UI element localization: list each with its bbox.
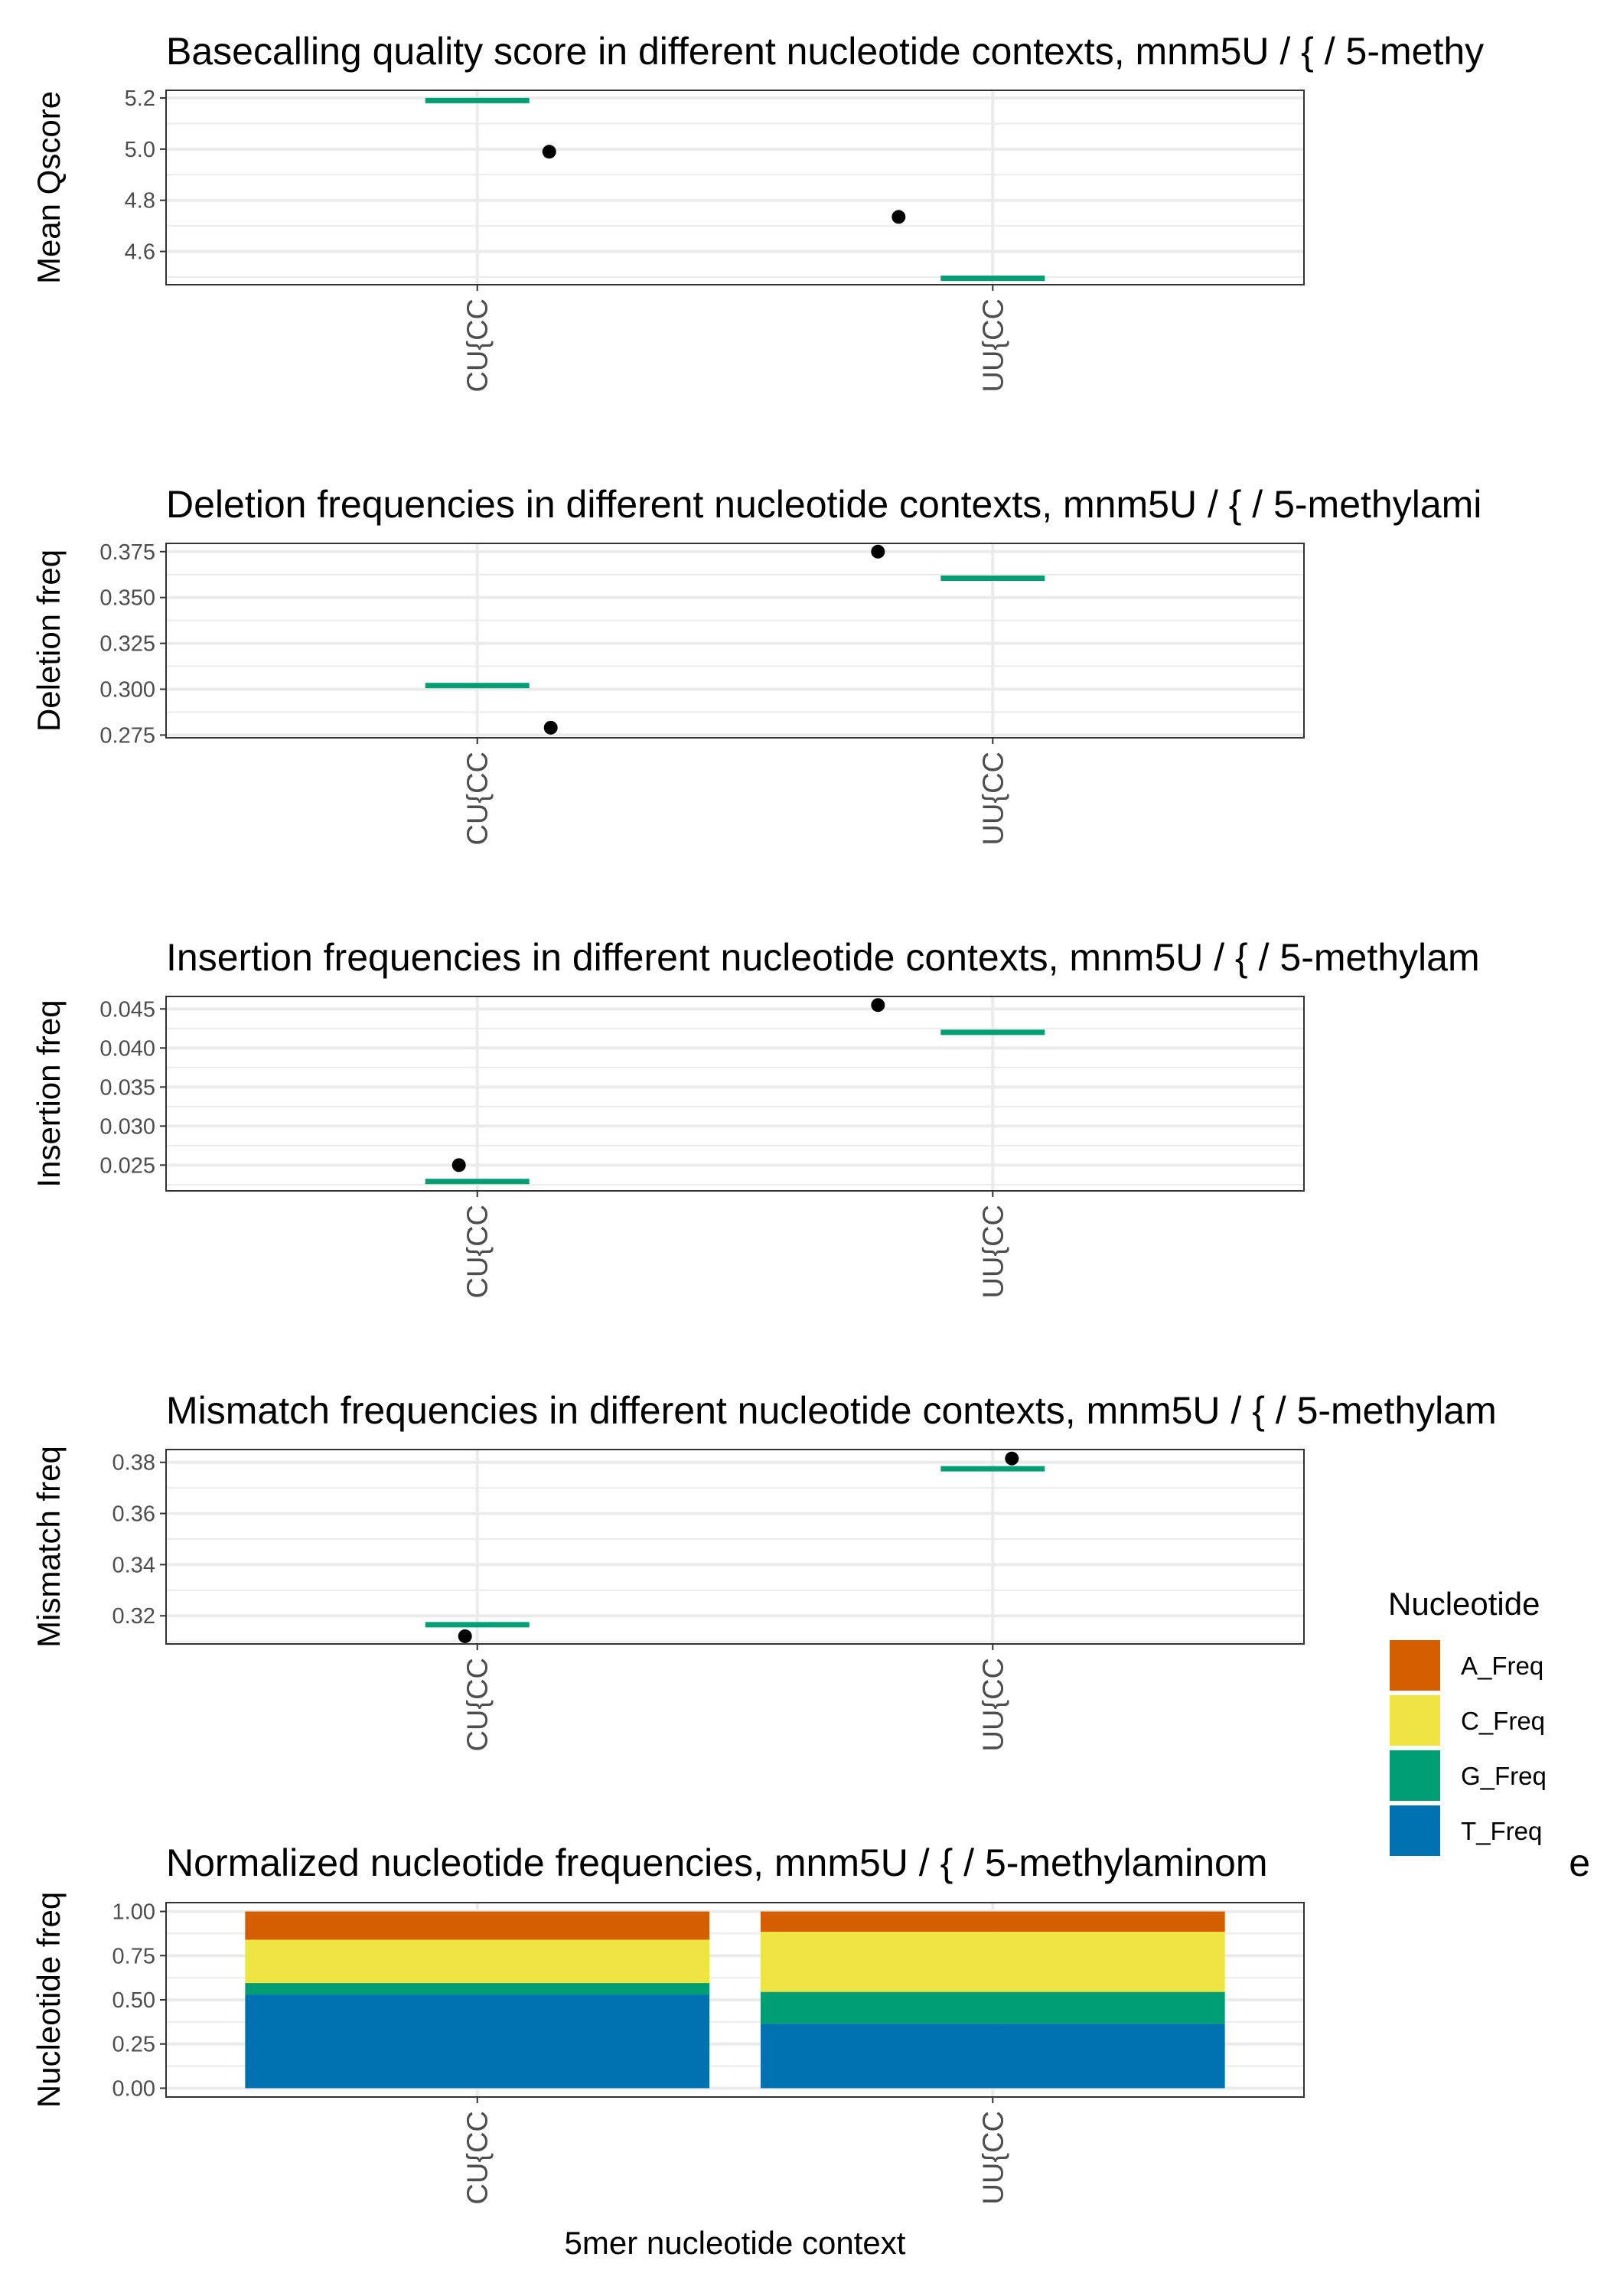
chart-title: Insertion frequencies in different nucle…	[166, 936, 1480, 979]
panel-background	[166, 996, 1304, 1191]
bar-segment-a-freq	[760, 1911, 1225, 1932]
y-tick-label: 0.38	[112, 1451, 155, 1476]
y-tick-label: 0.325	[99, 632, 155, 657]
x-tick-label: CU{CC	[462, 2111, 494, 2204]
x-axis-label: 5mer nucleotide context	[565, 2225, 906, 2261]
y-tick-label: 0.36	[112, 1502, 155, 1527]
x-tick-label: CU{CC	[462, 752, 494, 845]
legend-label: A_Freq	[1461, 1652, 1543, 1680]
legend-label: G_Freq	[1461, 1762, 1547, 1790]
y-tick-label: 0.045	[99, 997, 155, 1022]
y-tick-label: 0.75	[112, 1944, 155, 1968]
y-axis-label: Nucleotide freq	[31, 1892, 67, 2108]
y-tick-label: 0.275	[99, 723, 155, 748]
x-tick-label: UU{CC	[977, 1205, 1009, 1298]
y-tick-label: 0.300	[99, 678, 155, 703]
bar-segment-g-freq	[760, 1991, 1225, 2024]
data-point	[458, 1629, 472, 1643]
x-tick-label: CU{CC	[462, 1205, 494, 1298]
data-point	[871, 544, 885, 559]
panel-border	[165, 1449, 1305, 1645]
legend-swatch-t-freq	[1388, 1804, 1442, 1857]
data-point	[871, 998, 885, 1013]
data-point	[543, 720, 558, 735]
x-tick-label: CU{CC	[462, 1658, 494, 1751]
y-tick-label: 0.32	[112, 1604, 155, 1629]
legend-swatch-a-freq	[1388, 1639, 1442, 1692]
data-point	[1005, 1451, 1019, 1466]
bar-segment-t-freq	[245, 1994, 710, 2089]
chart-title-tail: e	[1569, 1841, 1590, 1884]
x-tick-label: UU{CC	[977, 2111, 1009, 2204]
chart-title: Deletion frequencies in different nucleo…	[166, 483, 1482, 526]
x-tick-label: CU{CC	[462, 298, 494, 392]
chart-title: Mismatch frequencies in different nucleo…	[166, 1389, 1497, 1432]
panel-border	[165, 90, 1305, 285]
y-axis-label: Deletion freq	[31, 550, 67, 732]
y-tick-label: 0.25	[112, 2033, 155, 2057]
data-point	[542, 145, 556, 159]
y-axis-label: Insertion freq	[31, 1000, 67, 1187]
y-tick-label: 0.350	[99, 586, 155, 611]
chart-title: Basecalling quality score in different n…	[166, 30, 1484, 73]
x-tick-label: UU{CC	[977, 752, 1009, 845]
legend: Nucleotide A_Freq C_Freq G_Freq T_Freq	[1388, 1586, 1547, 1857]
bar-segment-t-freq	[760, 2024, 1225, 2089]
y-tick-label: 0.035	[99, 1075, 155, 1100]
legend-swatch-c-freq	[1388, 1694, 1442, 1747]
y-tick-label: 4.6	[125, 240, 155, 265]
panel-background	[166, 1450, 1304, 1644]
y-tick-label: 0.040	[99, 1036, 155, 1061]
data-point	[451, 1158, 466, 1172]
y-tick-label: 0.375	[99, 540, 155, 565]
data-point	[892, 210, 906, 224]
y-tick-label: 0.00	[112, 2076, 155, 2101]
legend-label: C_Freq	[1461, 1707, 1545, 1735]
panel-1: 4.6 4.8 5.0 5.2 CU{CC UU{CC Mean Qscore Basecal…	[31, 30, 1484, 392]
bar-segment-a-freq	[245, 1911, 710, 1940]
x-tick-label: UU{CC	[977, 298, 1009, 392]
y-tick-label: 0.50	[112, 1988, 155, 2013]
panel-3: 0.025 0.030 0.035 0.040 0.045 CU{CC UU{CC Inser…	[31, 936, 1480, 1298]
y-tick-label: 5.0	[125, 138, 155, 162]
bar-segment-g-freq	[245, 1983, 710, 1995]
legend-swatch-g-freq	[1388, 1749, 1442, 1802]
panel-4: 0.32 0.34 0.36 0.38 CU{CC UU{CC Mismatch freq M…	[31, 1389, 1497, 1751]
chart-title: Normalized nucleotide frequencies, mnm5U…	[166, 1841, 1268, 1884]
bar-segment-c-freq	[760, 1932, 1225, 1992]
y-tick-label: 5.2	[125, 86, 155, 111]
legend-label: T_Freq	[1461, 1817, 1542, 1845]
panel-background	[166, 90, 1304, 285]
y-tick-label: 4.8	[125, 189, 155, 214]
y-axis-label: Mismatch freq	[31, 1446, 67, 1648]
y-axis-label: Mean Qscore	[31, 91, 67, 284]
y-tick-label: 0.025	[99, 1153, 155, 1178]
legend-title: Nucleotide	[1388, 1586, 1540, 1622]
y-tick-label: 0.34	[112, 1553, 155, 1577]
bar-segment-c-freq	[245, 1939, 710, 1984]
panel-border	[165, 543, 1305, 739]
x-tick-label: UU{CC	[977, 1658, 1009, 1751]
y-tick-label: 1.00	[112, 1900, 155, 1925]
panel-5: 0.00 0.25 0.50 0.75 1.00 CU{CC UU{CC Nucleotide…	[31, 1841, 1590, 2261]
panel-border	[165, 996, 1305, 1192]
y-tick-label: 0.030	[99, 1114, 155, 1139]
panel-background	[166, 543, 1304, 738]
panel-2: 0.275 0.300 0.325 0.350 0.375 CU{CC UU{CC Delet…	[31, 483, 1482, 845]
